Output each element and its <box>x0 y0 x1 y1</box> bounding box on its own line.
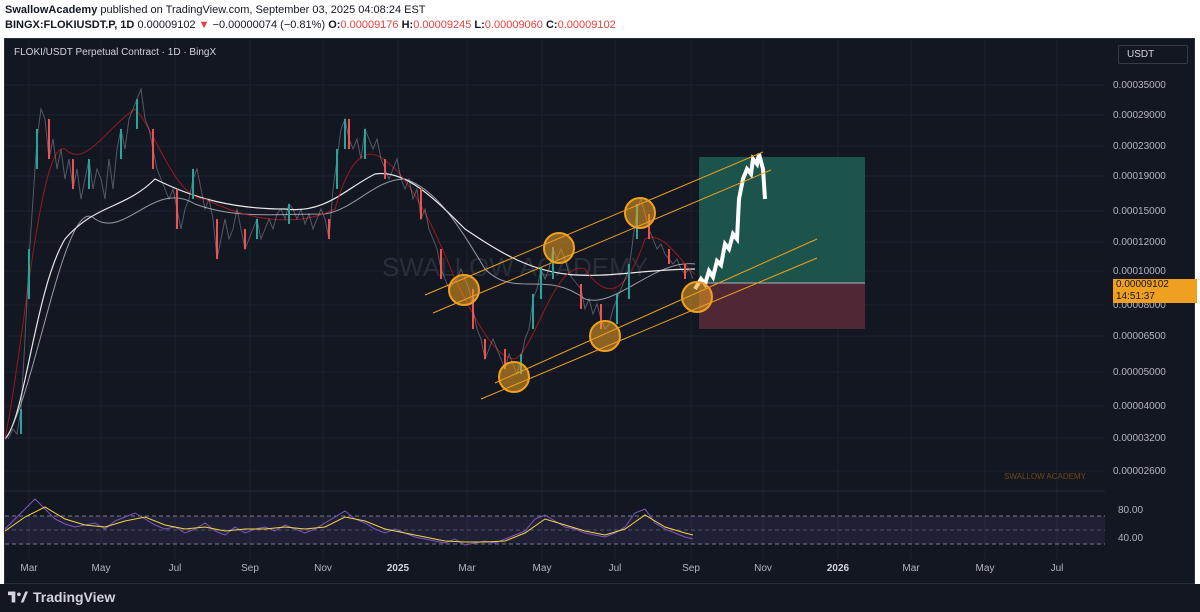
close-label: C: <box>545 19 558 31</box>
rsi-tick: 80.00 <box>1118 505 1143 516</box>
time-tick-year: 2026 <box>827 563 850 574</box>
time-tick: Nov <box>314 563 332 574</box>
long-position-loss-zone[interactable] <box>699 283 865 329</box>
price-axis[interactable]: 0.00035000 0.00029000 0.00023000 0.00019… <box>1113 80 1166 544</box>
symbol-label: BINGX:FLOKIUSDT.P, 1D <box>5 19 135 31</box>
current-price-value: 0.00009102 <box>1116 279 1169 290</box>
touch-point-4 <box>498 361 530 393</box>
candlesticks[interactable] <box>7 87 694 440</box>
time-tick: Sep <box>241 563 259 574</box>
watermark-corner: SWALLOW ACADEMY <box>1004 472 1087 481</box>
price-tick: 0.00023000 <box>1113 141 1166 152</box>
touch-point-1 <box>448 274 480 306</box>
rsi-line[interactable] <box>5 498 694 546</box>
touch-point-3 <box>624 197 656 229</box>
price-tick: 0.00029000 <box>1113 110 1166 121</box>
chart-canvas[interactable]: SWALLOW ACADEMY SWALLOW ACADEMY <box>5 39 1196 585</box>
grid <box>5 39 1105 559</box>
published-text: published on TradingView.com, September … <box>100 4 426 16</box>
current-price-label: 0.00009102 14:51:37 <box>1113 279 1197 303</box>
price-tick: 0.00002600 <box>1113 466 1166 477</box>
touch-points[interactable] <box>448 197 713 393</box>
time-tick: May <box>92 563 111 574</box>
ma-mid[interactable] <box>5 178 696 440</box>
chart-frame[interactable]: SWALLOW ACADEMY SWALLOW ACADEMY <box>4 38 1197 585</box>
price-tick: 0.00015000 <box>1113 206 1166 217</box>
time-tick: Jul <box>1051 563 1064 574</box>
open-label: O: <box>328 19 341 31</box>
ohlc-line: BINGX:FLOKIUSDT.P, 1D 0.00009102 ▼ −0.00… <box>5 19 616 31</box>
price-tick: 0.00012000 <box>1113 237 1166 248</box>
tradingview-brand: TradingView <box>33 589 116 605</box>
touch-point-6 <box>681 281 713 313</box>
time-tick-year: 2025 <box>387 563 410 574</box>
change-arrow-icon: ▼ <box>198 19 210 31</box>
rsi-ma-line[interactable] <box>5 506 694 543</box>
price-tick: 0.00003200 <box>1113 433 1166 444</box>
projected-path[interactable] <box>693 153 767 291</box>
long-position-profit-zone[interactable] <box>699 157 865 283</box>
time-tick: Mar <box>458 563 476 574</box>
touch-point-5 <box>589 320 621 352</box>
chart-legend: FLOKI/USDT Perpetual Contract · 1D · Bin… <box>14 47 217 58</box>
change-value: −0.00000074 (−0.81%) <box>212 19 326 31</box>
tradingview-logo-icon <box>8 591 28 603</box>
author-name[interactable]: SwallowAcademy <box>5 4 98 16</box>
time-tick: Mar <box>20 563 38 574</box>
price-tick: 0.00035000 <box>1113 80 1166 91</box>
publish-line: SwallowAcademy published on TradingView.… <box>5 4 426 16</box>
ma-fast[interactable] <box>5 108 696 440</box>
high-value: 0.00009245 <box>413 19 472 31</box>
footer: TradingView <box>0 584 1200 612</box>
low-value: 0.00009060 <box>484 19 543 31</box>
time-tick: May <box>533 563 552 574</box>
time-tick: Sep <box>682 563 700 574</box>
currency-button[interactable]: USDT <box>1118 45 1188 64</box>
price-tick: 0.00010000 <box>1113 266 1166 277</box>
bar-countdown: 14:51:37 <box>1116 291 1155 302</box>
time-axis[interactable]: Mar May Jul Sep Nov 2025 Mar May Jul Sep… <box>20 563 1063 574</box>
time-tick: Nov <box>754 563 772 574</box>
time-tick: Jul <box>609 563 622 574</box>
last-price: 0.00009102 <box>137 19 196 31</box>
time-tick: Jul <box>169 563 182 574</box>
time-tick: Mar <box>902 563 920 574</box>
price-tick: 0.00008000 <box>1113 300 1166 311</box>
touch-point-2 <box>543 232 575 264</box>
close-value: 0.00009102 <box>557 19 616 31</box>
rsi-tick: 40.00 <box>1118 533 1143 544</box>
low-label: L: <box>474 19 485 31</box>
tradingview-logo[interactable]: TradingView <box>8 589 115 605</box>
price-tick: 0.00004000 <box>1113 401 1166 412</box>
price-tick: 0.00005000 <box>1113 367 1166 378</box>
ma-long[interactable] <box>5 172 696 440</box>
ascending-channel[interactable] <box>424 151 818 400</box>
time-tick: May <box>976 563 995 574</box>
high-label: H: <box>401 19 414 31</box>
open-value: 0.00009176 <box>340 19 399 31</box>
price-tick: 0.00006500 <box>1113 331 1166 342</box>
price-tick: 0.00019000 <box>1113 171 1166 182</box>
